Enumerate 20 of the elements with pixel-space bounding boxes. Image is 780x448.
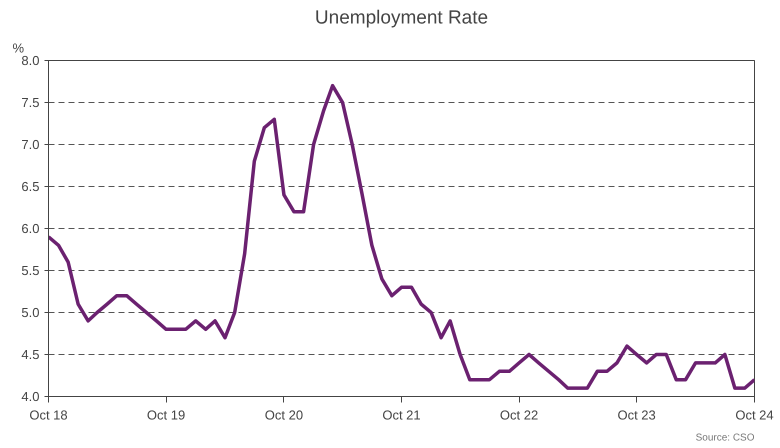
y-axis-title: % (12, 40, 24, 56)
source-note: Source: CSO (696, 432, 755, 444)
x-tick-label: Oct 24 (735, 408, 774, 422)
y-tick-label: 6.0 (21, 221, 40, 236)
y-tick-label: 6.5 (21, 179, 40, 194)
y-tick-label: 8.0 (21, 53, 40, 68)
x-tick-label: Oct 22 (500, 408, 538, 422)
y-tick-label: 4.0 (21, 389, 40, 404)
x-tick-label: Oct 19 (146, 408, 186, 422)
y-tick-label: 7.0 (21, 137, 40, 152)
y-tick-label: 5.0 (21, 305, 40, 320)
y-tick-label: 7.5 (21, 95, 40, 110)
chart-title: Unemployment Rate (314, 8, 488, 28)
x-tick-label: Oct 23 (617, 408, 656, 422)
x-tick-label: Oct 21 (382, 408, 421, 422)
x-tick-label: Oct 18 (29, 408, 68, 422)
line-series (48, 84, 754, 390)
y-tick-label: 5.5 (21, 263, 40, 278)
x-tick-label: Oct 20 (264, 408, 304, 422)
y-tick-label: 4.5 (21, 347, 40, 362)
